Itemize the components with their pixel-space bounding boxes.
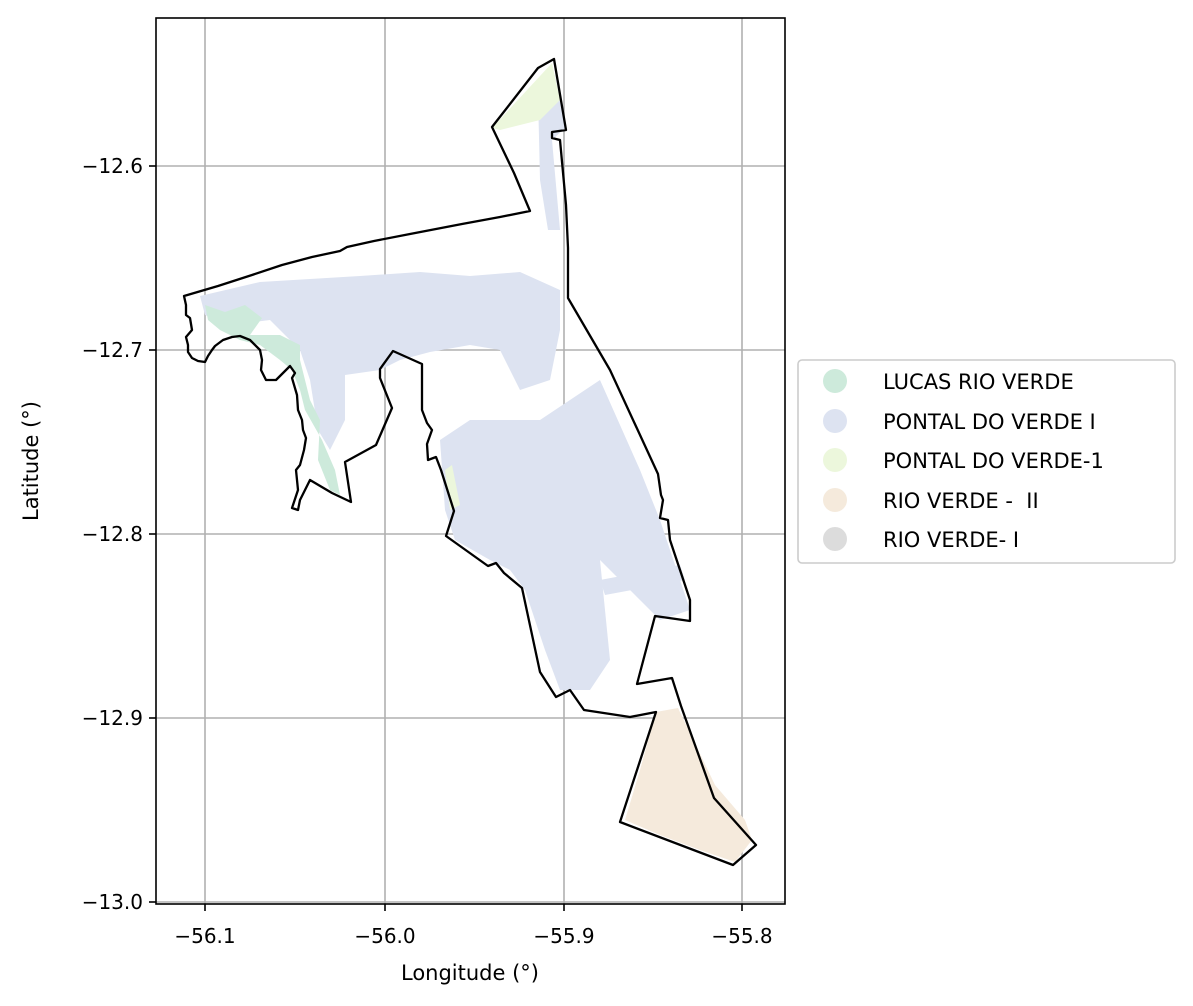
legend-label: PONTAL DO VERDE-1 — [883, 449, 1104, 473]
legend-item: RIO VERDE - II — [823, 488, 1039, 513]
x-tick-label-1: −56.1 — [174, 924, 235, 948]
x-tick-label-4: −55.8 — [711, 924, 772, 948]
region-pontal-do-verde-i — [200, 272, 560, 450]
legend-item: PONTAL DO VERDE-1 — [823, 448, 1104, 473]
legend-item: RIO VERDE- I — [823, 527, 1019, 552]
legend-marker — [823, 369, 847, 393]
y-axis-title: Latitude (°) — [19, 401, 43, 521]
region-pontal-do-verde-1-small — [445, 465, 460, 510]
x-ticks — [204, 904, 743, 911]
legend-marker — [823, 448, 847, 472]
region-fills — [200, 63, 752, 862]
y-tick-label-4: −12.9 — [82, 706, 143, 730]
region-rio-verde-ii — [625, 708, 752, 862]
legend-marker — [823, 409, 847, 433]
legend-marker — [823, 527, 847, 551]
legend-label: RIO VERDE - II — [883, 489, 1039, 513]
region-lucas-rio-verde — [205, 305, 340, 495]
x-axis-title: Longitude (°) — [401, 961, 539, 985]
municipality-boundary — [182, 57, 758, 867]
legend-label: PONTAL DO VERDE I — [883, 410, 1096, 434]
legend: LUCAS RIO VERDE PONTAL DO VERDE I PONTAL… — [797, 359, 1176, 564]
legend-label: RIO VERDE- I — [883, 528, 1019, 552]
y-tick-label-2: −12.7 — [82, 338, 143, 362]
y-tick-label-1: −12.6 — [82, 154, 143, 178]
legend-box — [797, 359, 1176, 564]
y-tick-label-5: −13.0 — [82, 890, 143, 914]
legend-item: LUCAS RIO VERDE — [823, 369, 1074, 394]
legend-item: PONTAL DO VERDE I — [823, 409, 1096, 434]
region-pontal-do-verde-i-strip — [600, 565, 685, 595]
axes-frame — [155, 17, 786, 905]
legend-marker — [823, 488, 847, 512]
legend-label: LUCAS RIO VERDE — [883, 370, 1074, 394]
region-pontal-do-verde-i-central — [440, 380, 690, 690]
x-tick-label-3: −55.9 — [533, 924, 594, 948]
y-tick-label-3: −12.8 — [82, 522, 143, 546]
region-pontal-do-verde-1 — [492, 63, 560, 130]
x-tick-label-2: −56.0 — [354, 924, 415, 948]
y-ticks — [149, 165, 156, 903]
